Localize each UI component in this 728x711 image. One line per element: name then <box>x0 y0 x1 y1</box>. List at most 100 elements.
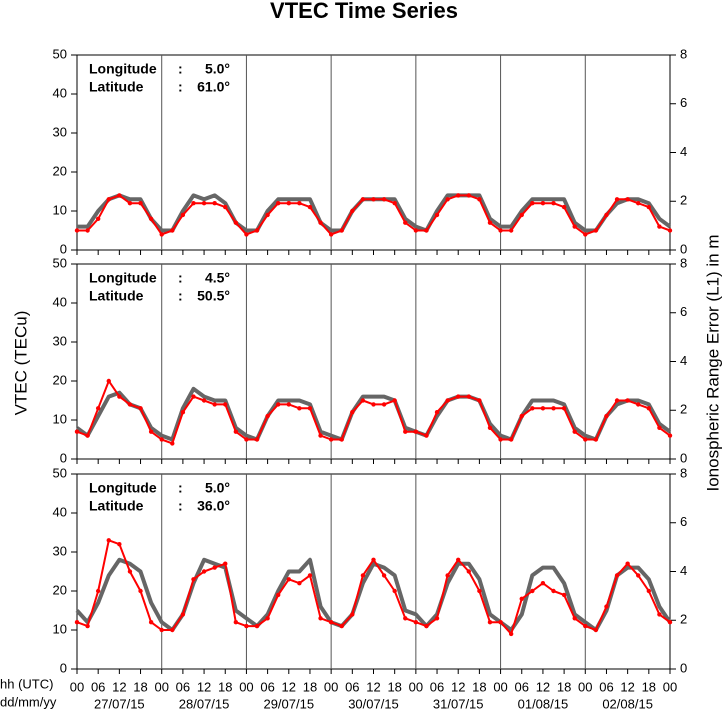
series-marker <box>434 212 440 218</box>
series-marker <box>403 220 408 225</box>
x-tick-label: 06 <box>91 679 105 694</box>
x-tick-label: 00 <box>409 679 423 694</box>
x-tick-label: 00 <box>324 679 338 694</box>
series-marker <box>297 406 302 411</box>
series-marker <box>275 402 281 407</box>
series-marker <box>85 228 90 233</box>
series-marker <box>223 402 228 407</box>
series-marker <box>148 216 154 221</box>
series-marker <box>328 620 334 625</box>
series-marker <box>180 612 186 617</box>
series-marker <box>307 406 313 411</box>
series-marker <box>95 588 101 594</box>
series-marker <box>519 212 524 218</box>
series-marker <box>498 228 503 233</box>
plot-frame <box>76 473 671 670</box>
series-marker <box>487 220 493 225</box>
series-marker <box>498 437 503 442</box>
series-marker <box>339 437 344 442</box>
series-marker <box>508 631 514 637</box>
annotation-label: Longitude <box>89 480 157 496</box>
x-tick-label: 18 <box>387 679 401 694</box>
series-marker <box>191 577 196 582</box>
series-marker <box>456 394 461 399</box>
series-marker <box>583 437 588 442</box>
series-marker <box>265 616 270 621</box>
series-marker <box>318 616 323 621</box>
y2-tick-label: 2 <box>680 612 687 627</box>
x-tick-label: 06 <box>599 679 613 694</box>
annotation-label: Longitude <box>89 61 157 77</box>
y-tick-label: 0 <box>60 660 67 675</box>
series-marker <box>286 201 291 206</box>
series-marker <box>424 228 429 233</box>
series-marker <box>413 429 419 434</box>
series-marker <box>646 406 652 411</box>
y-tick-label: 10 <box>53 621 67 636</box>
x-tick-label: 00 <box>154 679 168 694</box>
series-marker <box>614 573 620 578</box>
series-marker <box>583 232 588 237</box>
series-marker <box>106 378 111 384</box>
plot-frame <box>76 54 671 251</box>
series-marker <box>350 410 355 415</box>
y2-tick-label: 4 <box>680 563 687 578</box>
series-marker <box>424 433 429 438</box>
series-marker <box>170 228 175 233</box>
series-marker <box>223 561 228 566</box>
date-label: 29/07/15 <box>263 696 314 711</box>
series-marker <box>148 429 154 434</box>
series-marker <box>297 201 302 206</box>
series-marker <box>667 433 673 438</box>
series-marker <box>530 406 535 411</box>
y2-tick-label: 8 <box>680 46 687 61</box>
x-tick-label: 18 <box>133 679 147 694</box>
annotation-value: 5.0° <box>205 61 230 77</box>
x-tick-label: 12 <box>112 679 126 694</box>
series-marker <box>328 232 334 237</box>
series-marker <box>477 588 482 594</box>
date-label: 31/07/15 <box>433 696 484 711</box>
series-marker <box>339 623 344 629</box>
annotation-label: Latitude <box>89 79 144 95</box>
series-marker <box>244 232 249 237</box>
series-marker <box>456 193 461 198</box>
series-marker <box>477 197 482 202</box>
series-marker <box>593 228 599 233</box>
series-marker <box>487 620 493 625</box>
series-marker <box>212 201 217 206</box>
series-marker <box>498 620 503 625</box>
annotation-sep: : <box>178 288 183 304</box>
y2-tick-label: 0 <box>680 450 687 465</box>
y2-tick-label: 0 <box>680 660 687 675</box>
annotation-label: Longitude <box>89 270 157 286</box>
series-marker <box>328 437 334 442</box>
series-marker <box>561 592 567 598</box>
series-marker <box>667 228 673 233</box>
series-marker <box>350 612 355 617</box>
series-marker <box>350 208 355 214</box>
series-marker <box>127 402 133 407</box>
annotation-label: Latitude <box>89 288 144 304</box>
y-tick-label: 50 <box>53 465 67 480</box>
series-marker <box>561 204 567 210</box>
series-marker <box>138 406 143 411</box>
x-tick-label: 06 <box>176 679 190 694</box>
series-marker <box>339 228 344 233</box>
chart-title: VTEC Time Series <box>270 0 458 23</box>
x-tick-label: 12 <box>620 679 634 694</box>
series-marker <box>657 425 662 430</box>
series-marker <box>593 437 599 442</box>
series-marker <box>667 620 673 625</box>
series-marker <box>636 402 641 407</box>
series-marker <box>244 437 249 442</box>
y-tick-label: 40 <box>53 85 67 100</box>
date-label: 30/07/15 <box>348 696 399 711</box>
x-tick-label: 06 <box>345 679 359 694</box>
series-marker <box>604 413 609 419</box>
series-marker <box>604 604 609 609</box>
y-tick-label: 10 <box>53 411 67 426</box>
series-marker <box>551 201 556 206</box>
series-marker <box>170 441 175 446</box>
series-marker <box>519 413 524 419</box>
